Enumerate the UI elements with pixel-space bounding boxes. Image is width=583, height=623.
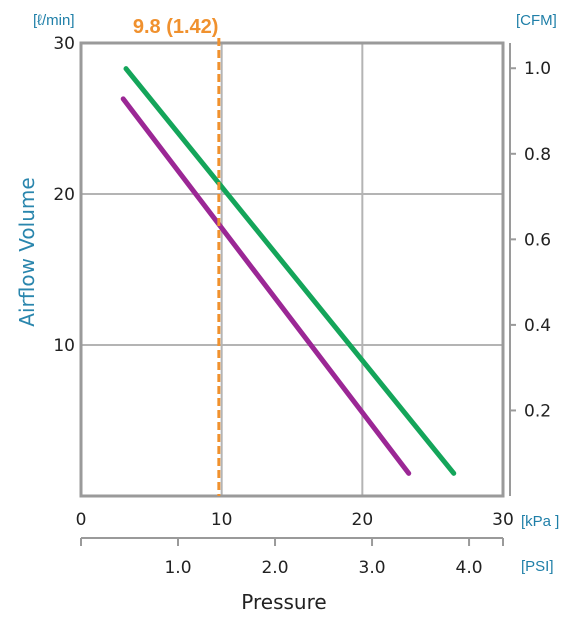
x2-tick-label: 4.0 — [456, 558, 483, 578]
y-tick-label: 30 — [53, 34, 75, 54]
y-axis-title: Airflow Volume — [15, 177, 39, 326]
y2-tick-label: 0.6 — [524, 230, 551, 250]
x2-tick-label: 3.0 — [359, 558, 386, 578]
plot-area — [79, 41, 505, 498]
x-unit-label: [kPa ] — [521, 513, 559, 530]
x2-tick-label: 1.0 — [164, 558, 191, 578]
grid-lines — [81, 43, 503, 496]
x-tick-label: 0 — [76, 510, 87, 530]
x-tick-label: 30 — [492, 510, 514, 530]
y2-tick-label: 0.8 — [524, 145, 551, 165]
series-line-2 — [120, 96, 412, 476]
y2-tick-label: 0.4 — [524, 316, 551, 336]
x-axis-title: Pressure — [241, 590, 326, 614]
secondary-y-axis: 0.2 0.4 0.6 0.8 1.0 — [509, 43, 551, 496]
secondary-x-axis: 1.0 2.0 3.0 4.0 — [80, 537, 504, 578]
series-line-1 — [123, 66, 457, 476]
y-tick-label: 20 — [53, 185, 75, 205]
y2-tick-label: 1.0 — [524, 59, 551, 79]
x2-unit-label: [PSI] — [521, 558, 554, 575]
reference-line-group: 9.8 (1.42) — [133, 16, 221, 496]
y-tick-label: 10 — [53, 336, 75, 356]
reference-annotation: 9.8 (1.42) — [133, 16, 219, 38]
x-tick-label: 20 — [352, 510, 374, 530]
y2-tick-label: 0.2 — [524, 401, 551, 421]
x-tick-label: 10 — [211, 510, 233, 530]
x2-tick-label: 2.0 — [261, 558, 288, 578]
y2-unit-label: [CFM] — [516, 12, 557, 29]
x-axis-ticks: 0 10 20 30 — [76, 510, 514, 530]
y-unit-label: [ℓ/min] — [33, 12, 75, 29]
series-group — [120, 66, 457, 476]
y-axis-ticks: 10 20 30 — [53, 34, 75, 356]
